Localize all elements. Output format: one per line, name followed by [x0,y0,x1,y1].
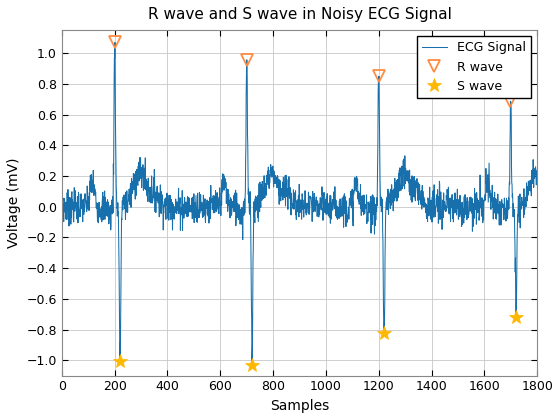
ECG Signal [249,362,255,368]
Legend: ECG Signal, R wave, S wave: ECG Signal, R wave, S wave [417,36,531,98]
X-axis label: Samples: Samples [270,399,329,413]
R wave [111,40,118,45]
ECG Signal [253,208,259,213]
ECG Signal [255,205,262,210]
ECG Signal [86,208,92,213]
S wave [249,362,255,368]
ECG Signal [383,196,390,201]
S wave [513,315,520,320]
ECG Signal [160,215,167,220]
R wave [507,99,514,104]
S wave [381,331,388,336]
ECG Signal [58,190,65,195]
Line: R wave: R wave [109,36,517,108]
ECG Signal [236,207,243,212]
Title: R wave and S wave in Noisy ECG Signal: R wave and S wave in Noisy ECG Signal [147,7,451,22]
Line: ECG Signal: ECG Signal [62,42,537,365]
ECG Signal [534,168,540,173]
R wave [244,57,250,62]
Y-axis label: Voltage (mV): Voltage (mV) [7,158,21,248]
R wave [376,74,382,79]
Line: S wave: S wave [113,310,523,372]
ECG Signal [111,40,118,45]
S wave [116,359,123,364]
